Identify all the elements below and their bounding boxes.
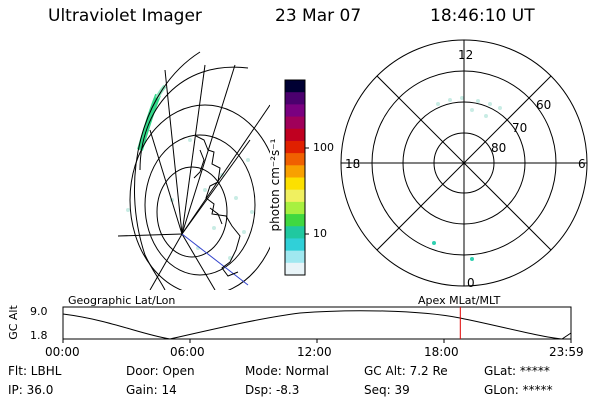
- colorbar-swatch: [285, 226, 305, 239]
- gc-alt-info: GC Alt: 7.2 Re: [364, 364, 448, 378]
- timeline-tick-0600: 06:00: [170, 345, 205, 359]
- colorbar: [285, 80, 305, 276]
- colorbar-swatch: [285, 165, 305, 178]
- mlt-label-18: 18: [345, 157, 361, 171]
- colorbar-swatch: [285, 128, 305, 142]
- lat-label-70: 70: [512, 121, 528, 135]
- colorbar-units: photon cm⁻²s⁻¹: [268, 138, 282, 232]
- lat-label-80: 80: [491, 141, 507, 155]
- colorbar-tick-10: 10: [313, 227, 327, 240]
- timeline-tick-1200: 12:00: [297, 345, 332, 359]
- colorbar-swatch: [285, 104, 305, 118]
- colorbar-swatch: [285, 177, 305, 191]
- time-label: 18:46:10 UT: [430, 6, 535, 26]
- instrument-title: Ultraviolet Imager: [48, 6, 202, 26]
- colorbar-swatch: [285, 92, 305, 105]
- mlt-label-6: 6: [578, 157, 586, 171]
- door-info: Door: Open: [126, 364, 195, 378]
- filter-info: Flt: LBHL: [8, 364, 62, 378]
- colorbar-swatch: [285, 201, 305, 215]
- glat-info: GLat: *****: [484, 364, 550, 378]
- timeline-axis-title: GC Alt: [6, 305, 20, 340]
- timeline-plot: [62, 306, 572, 343]
- geographic-map: [118, 51, 270, 290]
- colorbar-swatch: [285, 140, 305, 154]
- timeline-y-top: 9.0: [30, 305, 48, 318]
- timeline-tick-2359: 23:59: [549, 345, 584, 359]
- timeline-tick-0000: 00:00: [45, 345, 80, 359]
- timeline-y-bottom: 1.8: [30, 329, 48, 342]
- colorbar-swatch: [285, 214, 305, 227]
- colorbar-swatch: [285, 262, 305, 276]
- mlt-label-12: 12: [458, 48, 474, 62]
- gain-info: Gain: 14: [126, 383, 177, 397]
- polar-mlt-plot: [340, 39, 588, 287]
- dsp-info: Dsp: -8.3: [245, 383, 300, 397]
- colorbar-swatch: [285, 189, 305, 203]
- lat-label-60: 60: [536, 98, 552, 112]
- colorbar-swatch: [285, 238, 305, 252]
- ip-info: IP: 36.0: [8, 383, 54, 397]
- colorbar-swatch: [285, 116, 305, 130]
- timeline-left-label: Geographic Lat/Lon: [68, 294, 176, 307]
- mlt-label-0: 0: [467, 276, 475, 290]
- colorbar-swatch: [285, 250, 305, 264]
- date-label: 23 Mar 07: [275, 6, 362, 26]
- colorbar-swatch: [285, 80, 305, 93]
- mode-info: Mode: Normal: [245, 364, 329, 378]
- timeline-tick-1800: 18:00: [424, 345, 459, 359]
- colorbar-swatch: [285, 153, 305, 166]
- timeline-right-label: Apex MLat/MLT: [418, 294, 501, 307]
- seq-info: Seq: 39: [364, 383, 410, 397]
- glon-info: GLon: *****: [484, 383, 553, 397]
- colorbar-tick-100: 100: [313, 141, 334, 154]
